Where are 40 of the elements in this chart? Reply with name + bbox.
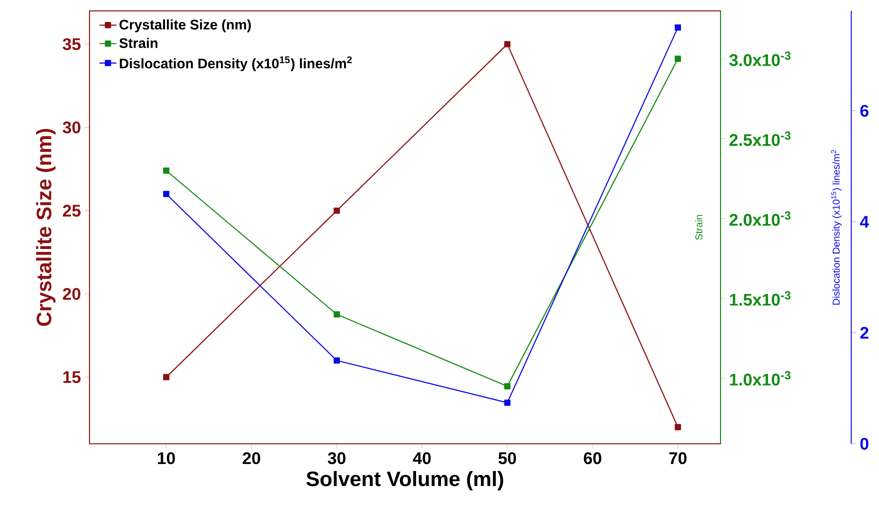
point <box>334 311 340 318</box>
y2-tick-label: 2.5x10$^{-3}$ <box>730 131 791 146</box>
y3-tick-label: 0 <box>860 438 868 450</box>
y-axis-title: Crystallite Size (nm) <box>36 128 56 326</box>
x-tick-label: 50 <box>498 452 516 464</box>
legend-label: Crystallite Size (nm) <box>120 19 251 32</box>
y2-tick-label: 2.0x10$^{-3}$ <box>730 211 791 226</box>
point <box>334 357 340 364</box>
y2-tick-label: 3.0x10$^{-3}$ <box>729 51 791 66</box>
x-tick-label: 30 <box>328 452 346 464</box>
legend-label: Dislocation Density (x10$^{15}$) lines/m$^{2}$ <box>120 56 352 72</box>
point <box>504 41 510 48</box>
y-tick-label: 25 <box>62 204 81 217</box>
y-tick-label: 35 <box>62 38 81 50</box>
y2-axis-title: Strain <box>695 215 702 240</box>
point <box>163 190 170 198</box>
x-tick-label: 20 <box>242 452 260 464</box>
point <box>504 400 510 406</box>
y2-tick-label: 1.5x10$^{-3}$ <box>730 291 791 306</box>
x-tick-label: 60 <box>584 452 602 464</box>
y-tick-label: 20 <box>62 288 80 300</box>
point <box>674 24 681 31</box>
y-tick-label: 30 <box>62 121 80 134</box>
y-tick-label: 15 <box>63 371 81 384</box>
point <box>163 374 170 380</box>
point <box>334 208 340 214</box>
point <box>163 168 170 174</box>
point <box>674 56 681 62</box>
y3-tick-label: 2 <box>860 326 868 339</box>
x-tick-label: 70 <box>669 452 687 464</box>
x-axis-title: Solvent Volume (ml) <box>306 470 504 490</box>
y2-tick-label: 1.0x10$^{-3}$ <box>730 370 791 386</box>
x-tick-label: 10 <box>158 452 175 464</box>
y3-axis-title: Dislocation Density (x10$^{15}$) lines/m$^{2}$ <box>831 150 842 305</box>
legend-label: Strain <box>119 38 158 48</box>
point <box>674 424 681 430</box>
y3-tick-label: 4 <box>860 216 869 228</box>
point <box>504 383 510 390</box>
x-tick-label: 40 <box>412 452 431 464</box>
y3-tick-label: 6 <box>860 104 868 117</box>
